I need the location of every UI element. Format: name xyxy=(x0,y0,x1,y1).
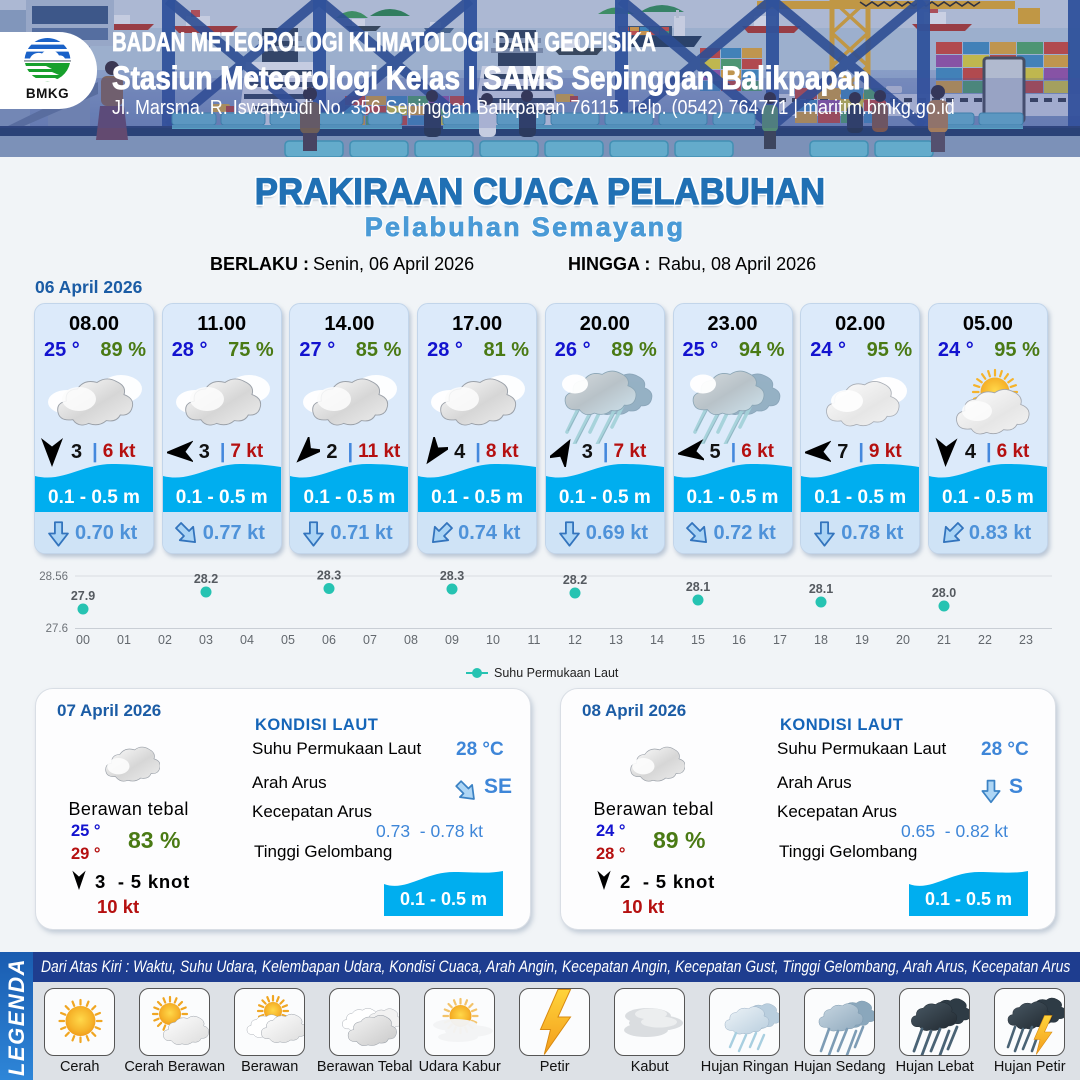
svg-text:13: 13 xyxy=(609,633,623,647)
svg-text:12: 12 xyxy=(568,633,582,647)
svg-text:15: 15 xyxy=(691,633,705,647)
svg-text:23: 23 xyxy=(1019,633,1033,647)
svg-text:11: 11 xyxy=(528,633,541,647)
svg-text:03: 03 xyxy=(199,633,213,647)
svg-text:07: 07 xyxy=(363,633,377,647)
svg-text:28.1: 28.1 xyxy=(686,580,710,594)
svg-text:28.2: 28.2 xyxy=(194,572,218,586)
svg-text:Suhu Permukaan Laut: Suhu Permukaan Laut xyxy=(494,666,619,680)
svg-text:18: 18 xyxy=(814,633,828,647)
svg-text:19: 19 xyxy=(855,633,869,647)
svg-text:01: 01 xyxy=(117,633,131,647)
svg-text:28.56: 28.56 xyxy=(39,571,68,583)
svg-text:17: 17 xyxy=(773,633,787,647)
svg-text:28.2: 28.2 xyxy=(563,573,587,587)
svg-text:10: 10 xyxy=(486,633,500,647)
svg-text:28.3: 28.3 xyxy=(317,569,341,583)
svg-text:09: 09 xyxy=(445,633,459,647)
svg-text:20: 20 xyxy=(896,633,910,647)
svg-text:04: 04 xyxy=(240,633,254,647)
svg-text:16: 16 xyxy=(732,633,746,647)
svg-text:08: 08 xyxy=(404,633,418,647)
svg-text:14: 14 xyxy=(650,633,664,647)
svg-text:22: 22 xyxy=(978,633,992,647)
svg-text:06: 06 xyxy=(322,633,336,647)
svg-text:28.0: 28.0 xyxy=(932,586,956,600)
svg-text:28.3: 28.3 xyxy=(440,569,464,583)
svg-text:27.6: 27.6 xyxy=(46,623,68,635)
svg-text:00: 00 xyxy=(76,633,90,647)
svg-text:05: 05 xyxy=(281,633,295,647)
svg-text:21: 21 xyxy=(937,633,951,647)
svg-text:28.1: 28.1 xyxy=(809,582,833,596)
svg-text:02: 02 xyxy=(158,633,172,647)
svg-text:27.9: 27.9 xyxy=(71,589,95,603)
